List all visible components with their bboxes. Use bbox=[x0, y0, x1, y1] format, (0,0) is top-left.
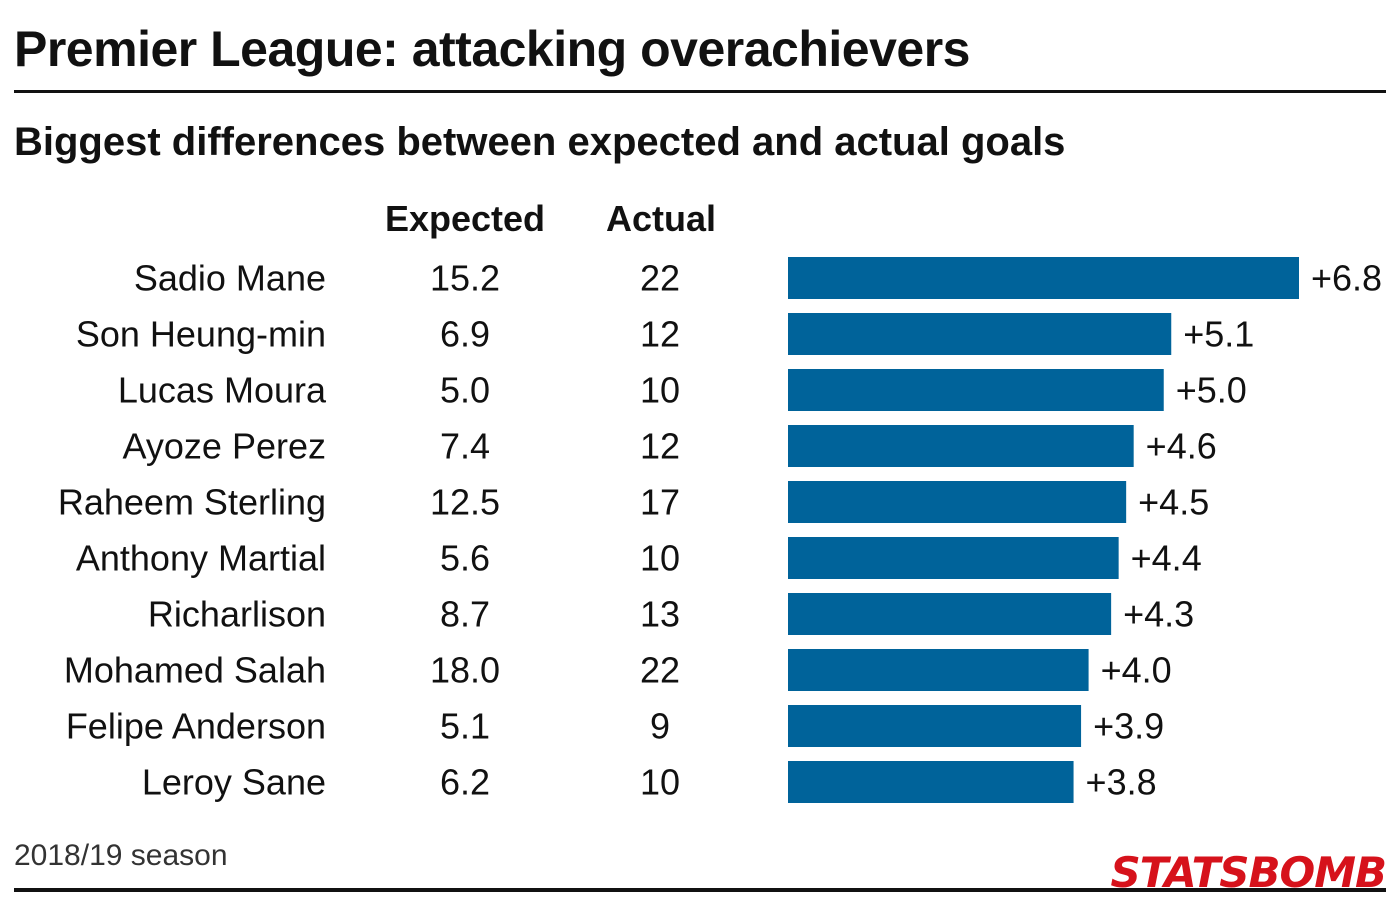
player-name-label: Ayoze Perez bbox=[123, 426, 326, 467]
difference-bar bbox=[788, 481, 1127, 523]
player-name-label: Lucas Moura bbox=[118, 370, 327, 411]
actual-goals-value: 22 bbox=[640, 650, 680, 691]
difference-data-label: +4.5 bbox=[1138, 482, 1209, 523]
expected-goals-value: 6.9 bbox=[440, 314, 490, 355]
chart-subtitle: Biggest differences between expected and… bbox=[14, 120, 1066, 164]
player-name-label: Felipe Anderson bbox=[66, 706, 326, 747]
difference-data-label: +3.9 bbox=[1093, 706, 1164, 747]
player-name-label: Raheem Sterling bbox=[58, 482, 326, 523]
difference-bar bbox=[788, 425, 1134, 467]
expected-goals-value: 5.6 bbox=[440, 538, 490, 579]
difference-data-label: +3.8 bbox=[1086, 762, 1157, 803]
expected-goals-value: 12.5 bbox=[430, 482, 500, 523]
actual-goals-value: 17 bbox=[640, 482, 680, 523]
difference-bar bbox=[788, 537, 1119, 579]
expected-goals-value: 8.7 bbox=[440, 594, 490, 635]
difference-bar bbox=[788, 313, 1172, 355]
actual-goals-value: 13 bbox=[640, 594, 680, 635]
chart-title: Premier League: attacking overachievers bbox=[14, 21, 970, 77]
expected-goals-value: 7.4 bbox=[440, 426, 490, 467]
difference-bar bbox=[788, 649, 1089, 691]
expected-goals-value: 5.0 bbox=[440, 370, 490, 411]
actual-goals-value: 10 bbox=[640, 370, 680, 411]
expected-goals-value: 5.1 bbox=[440, 706, 490, 747]
difference-data-label: +4.4 bbox=[1131, 538, 1202, 579]
footnote: 2018/19 season bbox=[14, 839, 228, 872]
title-divider bbox=[14, 90, 1386, 93]
actual-goals-value: 9 bbox=[650, 706, 670, 747]
player-name-label: Leroy Sane bbox=[142, 762, 326, 803]
expected-goals-value: 18.0 bbox=[430, 650, 500, 691]
actual-goals-value: 12 bbox=[640, 426, 680, 467]
difference-data-label: +6.8 bbox=[1311, 258, 1382, 299]
expected-goals-value: 6.2 bbox=[440, 762, 490, 803]
difference-data-label: +5.0 bbox=[1176, 370, 1247, 411]
column-header-expected: Expected bbox=[384, 198, 546, 239]
difference-bar bbox=[788, 705, 1082, 747]
difference-bar bbox=[788, 369, 1164, 411]
difference-bar bbox=[788, 761, 1074, 803]
actual-goals-value: 10 bbox=[640, 762, 680, 803]
expected-goals-value: 15.2 bbox=[430, 258, 500, 299]
difference-data-label: +4.6 bbox=[1146, 426, 1217, 467]
actual-goals-value: 12 bbox=[640, 314, 680, 355]
difference-data-label: +5.1 bbox=[1183, 314, 1254, 355]
player-name-label: Son Heung-min bbox=[76, 314, 326, 355]
actual-goals-value: 22 bbox=[640, 258, 680, 299]
player-name-label: Anthony Martial bbox=[76, 538, 326, 579]
difference-data-label: +4.0 bbox=[1101, 650, 1172, 691]
difference-data-label: +4.3 bbox=[1123, 594, 1194, 635]
difference-bar bbox=[788, 257, 1299, 299]
player-name-label: Richarlison bbox=[148, 594, 326, 635]
bottom-divider bbox=[14, 888, 1386, 892]
player-name-label: Sadio Mane bbox=[134, 258, 326, 299]
actual-goals-value: 10 bbox=[640, 538, 680, 579]
column-header-actual: Actual bbox=[605, 198, 717, 239]
difference-bar bbox=[788, 593, 1112, 635]
player-name-label: Mohamed Salah bbox=[64, 650, 326, 691]
